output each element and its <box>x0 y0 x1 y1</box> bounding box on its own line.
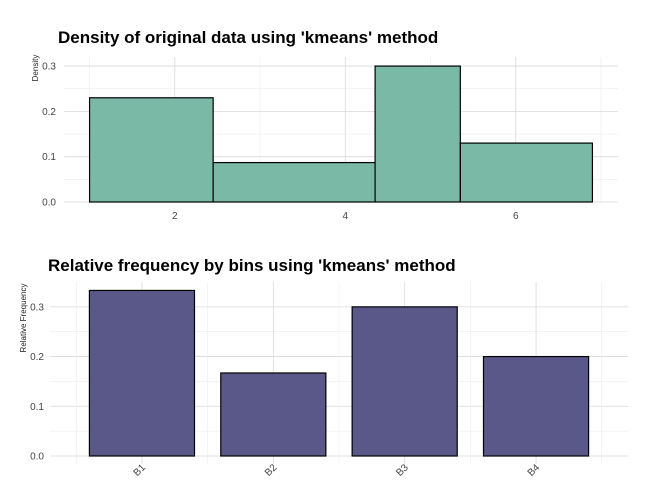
density-y-axis-label: Density <box>31 55 40 82</box>
relfreq-x-ticks: B1 B2 B3 B4 <box>132 462 543 479</box>
density-histogram-bar <box>459 142 594 203</box>
relfreq-y-axis-label: Relative Frequency <box>19 284 28 353</box>
density-x-tick-label: 4 <box>342 211 348 222</box>
relfreq-y-tick-label: 0.2 <box>30 352 44 363</box>
relfreq-bar <box>351 306 458 457</box>
relfreq-y-tick-label: 0.1 <box>30 402 44 413</box>
density-chart-title: Density of original data using 'kmeans' … <box>58 28 438 47</box>
relfreq-y-tick-label: 0.0 <box>30 452 44 463</box>
density-y-ticks: 0.0 0.1 0.2 0.3 <box>42 62 56 209</box>
density-histogram-bar <box>88 97 214 203</box>
relfreq-bar <box>482 355 590 457</box>
relative-frequency-chart: Relative frequency by bins using 'kmeans… <box>19 256 628 479</box>
density-histogram-bar <box>212 161 376 203</box>
relfreq-bar <box>220 372 327 457</box>
relfreq-bars <box>88 289 590 457</box>
relfreq-x-tick-label: B3 <box>394 462 411 479</box>
density-histogram-bar <box>374 65 461 203</box>
relfreq-y-tick-label: 0.3 <box>30 302 44 313</box>
density-y-tick-label: 0.3 <box>42 62 56 73</box>
relfreq-bar <box>88 289 196 457</box>
relfreq-x-tick-label: B1 <box>132 462 149 479</box>
density-x-tick-label: 6 <box>513 211 519 222</box>
relfreq-x-tick-label: B4 <box>526 462 543 479</box>
density-y-tick-label: 0.1 <box>42 152 56 163</box>
density-x-tick-label: 2 <box>172 211 178 222</box>
density-y-tick-label: 0.2 <box>42 107 56 118</box>
density-y-tick-label: 0.0 <box>42 198 56 209</box>
relfreq-y-ticks: 0.0 0.1 0.2 0.3 <box>30 302 44 462</box>
relfreq-x-tick-label: B2 <box>263 462 280 479</box>
density-x-ticks: 2 4 6 <box>172 211 519 222</box>
relfreq-chart-title: Relative frequency by bins using 'kmeans… <box>48 256 456 275</box>
density-bars <box>88 65 594 203</box>
density-histogram-chart: Density of original data using 'kmeans' … <box>31 28 618 222</box>
